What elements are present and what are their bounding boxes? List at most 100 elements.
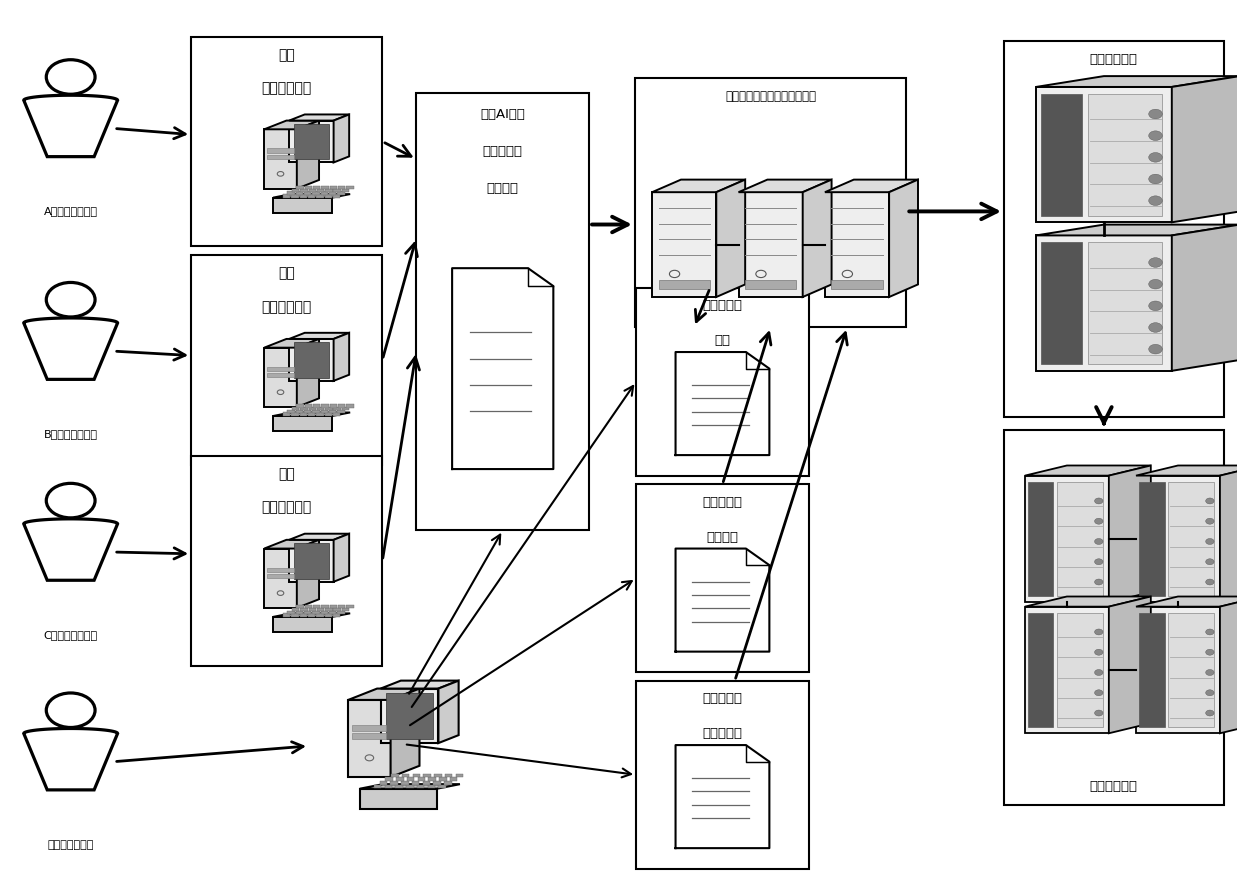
Bar [658,281,709,289]
Circle shape [46,61,95,95]
Polygon shape [273,195,350,198]
Bar [312,405,320,408]
Bar [373,785,381,788]
Circle shape [1148,154,1162,163]
Bar [296,405,304,408]
Bar [1056,613,1102,727]
Bar [312,410,320,414]
Polygon shape [24,729,118,790]
Bar [1042,95,1083,216]
Bar [413,774,420,777]
Circle shape [1148,345,1162,355]
Circle shape [1095,539,1102,545]
Bar [325,614,332,617]
Bar [329,611,336,615]
Bar [309,407,316,411]
Bar [291,195,299,198]
Bar [636,485,808,673]
Polygon shape [273,413,350,416]
Bar [352,725,387,731]
Bar [396,785,403,788]
Circle shape [1095,650,1102,656]
Bar [291,608,299,612]
Polygon shape [264,340,319,349]
Polygon shape [1025,597,1151,607]
Text: 算法计算结: 算法计算结 [702,692,743,704]
Polygon shape [1220,597,1240,733]
Bar [283,413,290,416]
Bar [439,778,446,781]
Bar [332,413,340,416]
Bar [291,407,299,411]
Bar [321,192,329,196]
Bar [288,192,295,196]
Bar [1136,476,1220,602]
Circle shape [1148,302,1162,312]
Polygon shape [289,534,350,540]
Polygon shape [296,340,319,407]
Circle shape [1148,197,1162,206]
Bar [309,190,316,193]
Text: （训练模型）: （训练模型） [262,500,311,514]
Bar [329,192,336,196]
Bar [407,778,414,781]
Text: 终端: 终端 [278,266,295,280]
Text: 标准文本: 标准文本 [487,182,518,195]
Bar [300,608,308,612]
Bar [1028,613,1054,727]
Bar [1035,88,1172,223]
Polygon shape [439,680,459,743]
Bar [291,413,299,416]
Bar [450,778,458,781]
Bar [337,605,345,608]
Bar [264,130,296,190]
Text: 处理组件: 处理组件 [707,530,739,543]
Bar [330,605,337,608]
Bar [268,568,294,572]
Bar [268,374,294,378]
Bar [346,186,353,190]
Polygon shape [348,688,419,700]
Bar [294,125,329,160]
Polygon shape [1025,466,1151,476]
Text: 算法系统管理员: 算法系统管理员 [47,838,94,848]
Bar [305,186,312,190]
Bar [1140,482,1164,596]
Text: （训练模型）: （训练模型） [262,299,311,313]
Polygon shape [296,121,319,190]
Circle shape [1205,499,1214,504]
Bar [337,410,345,414]
Bar [391,781,398,785]
Circle shape [1095,710,1102,716]
Text: 对象管理系统: 对象管理系统 [1090,53,1138,66]
Bar [1004,430,1224,805]
Bar [300,407,308,411]
Bar [289,121,334,163]
Bar [434,781,441,785]
Polygon shape [676,549,769,651]
Circle shape [1148,258,1162,268]
Polygon shape [1109,466,1151,602]
Bar [317,407,324,411]
Polygon shape [24,319,118,380]
Bar [434,774,441,777]
Circle shape [1095,559,1102,565]
Bar [337,611,345,615]
Bar [305,405,312,408]
Polygon shape [334,534,350,582]
Circle shape [1205,650,1214,656]
Bar [1136,607,1220,733]
Bar [312,192,320,196]
Text: A算法算法工程师: A算法算法工程师 [43,206,98,216]
Bar [300,413,308,416]
Bar [312,186,320,190]
Bar [288,410,295,414]
Bar [1042,243,1083,364]
Bar [831,281,883,289]
Bar [321,405,329,408]
Circle shape [1205,630,1214,635]
Text: 算法计算集群: 算法计算集群 [1090,780,1138,792]
Bar [636,289,808,476]
Text: 一种AI算法: 一种AI算法 [480,107,526,120]
Circle shape [1205,559,1214,565]
